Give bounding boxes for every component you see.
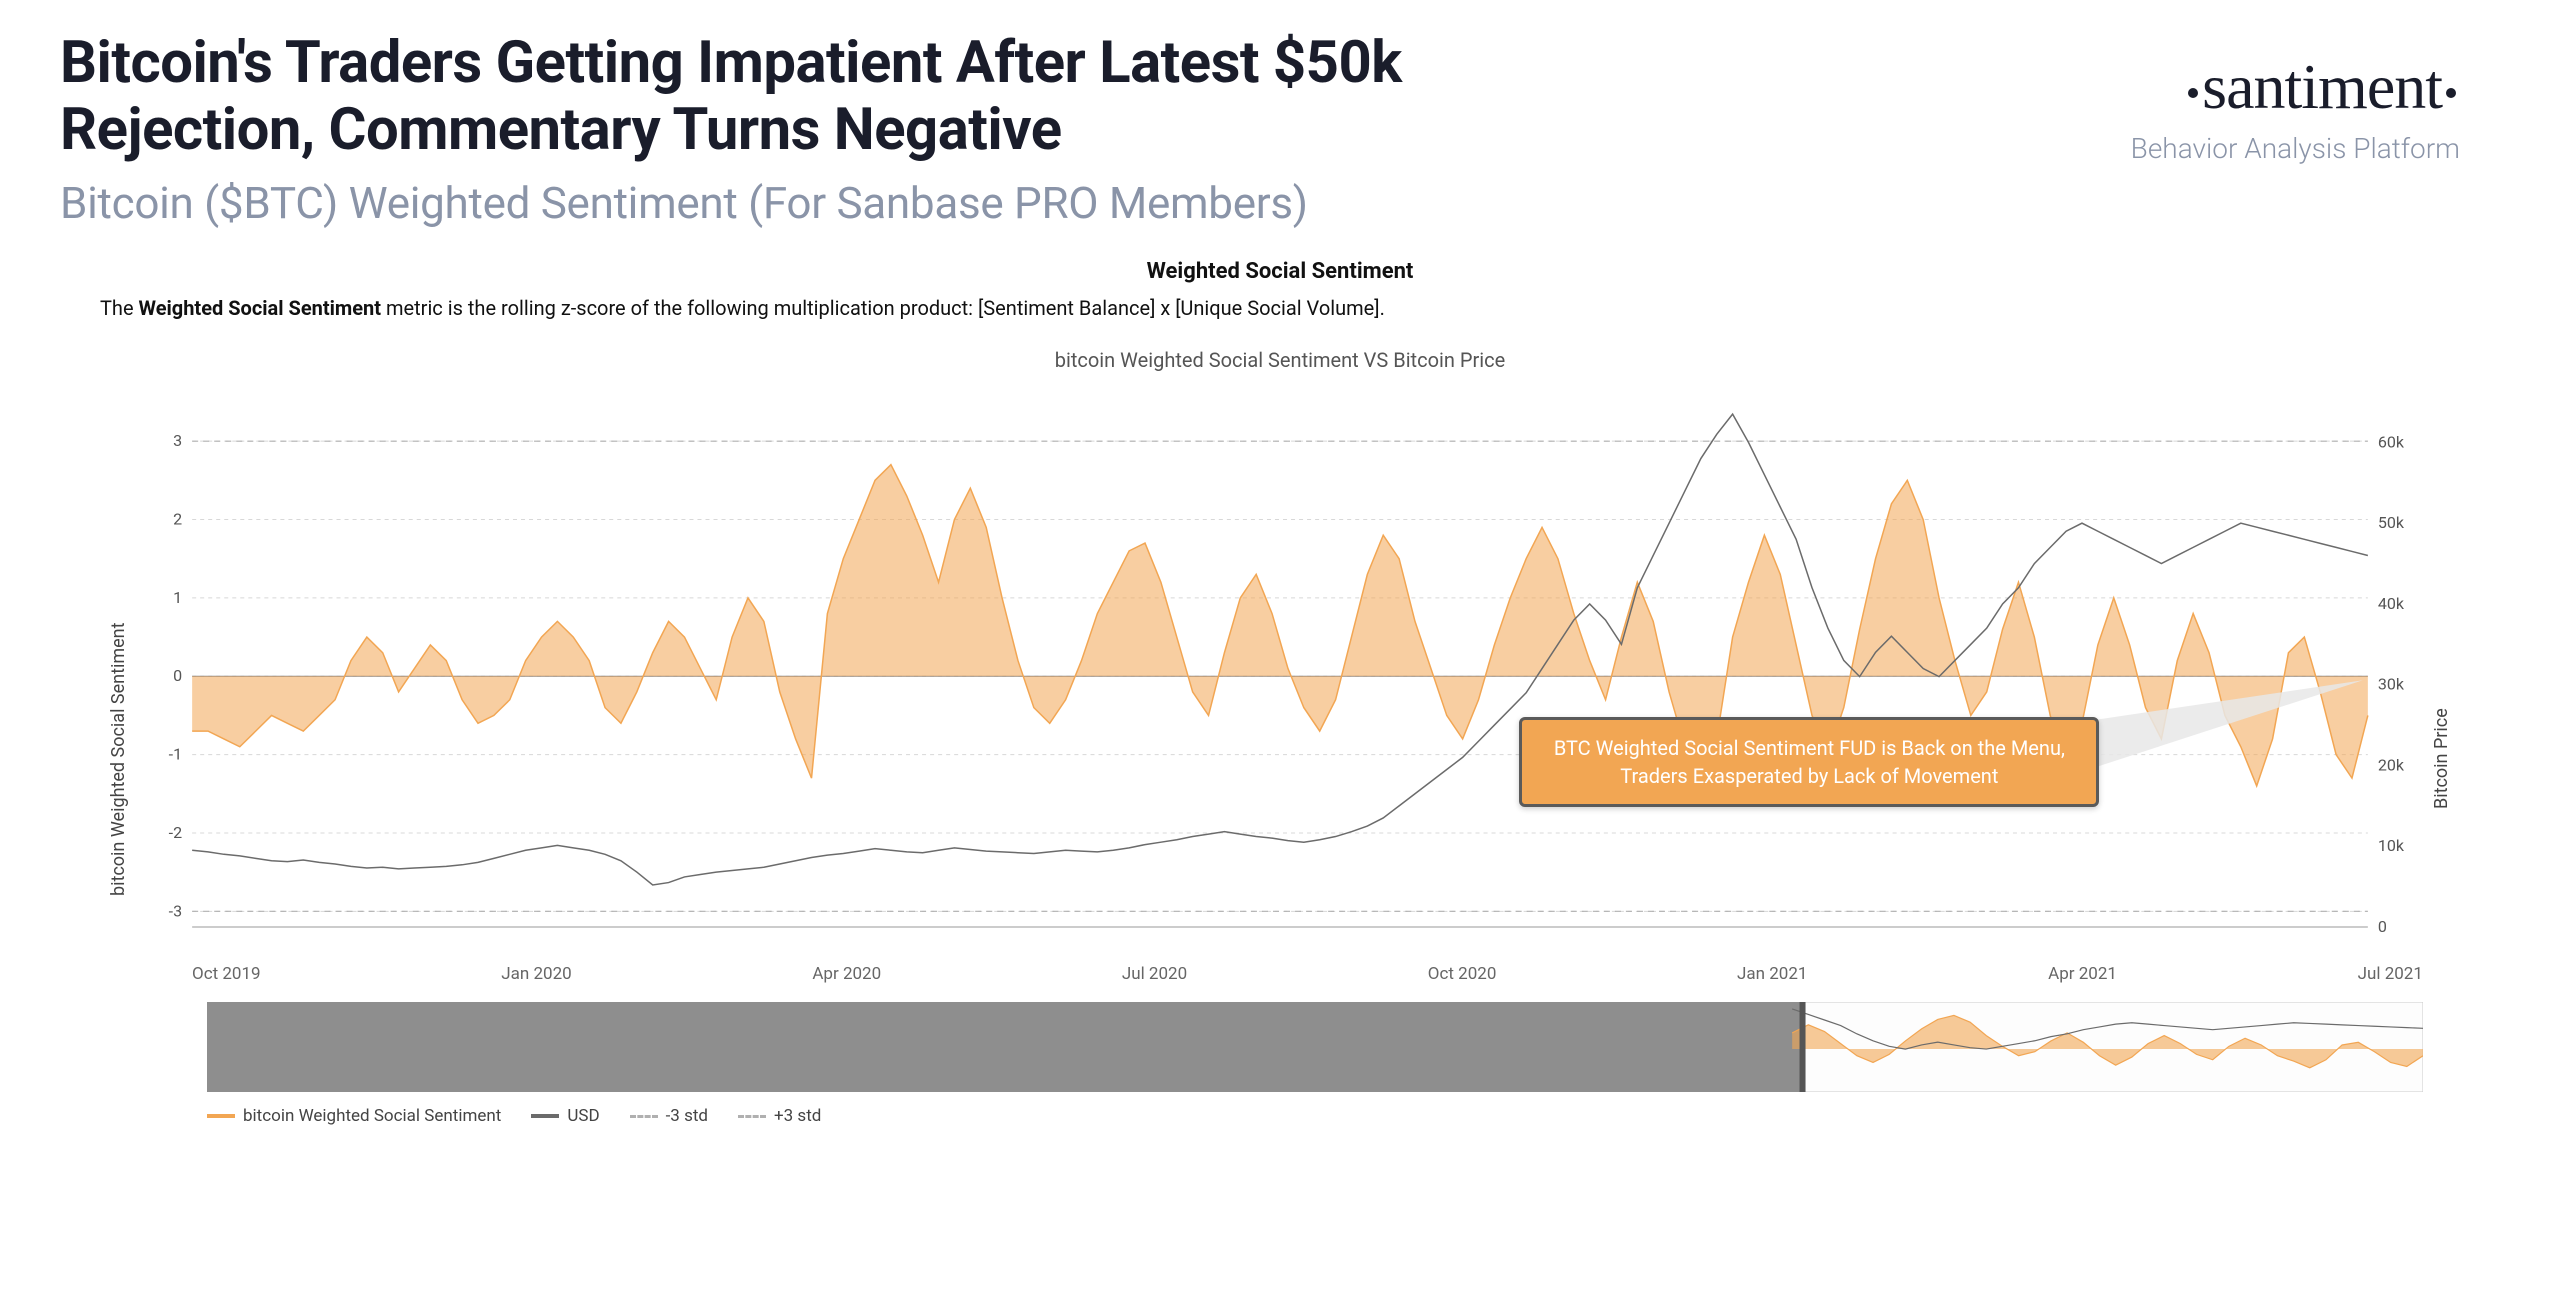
chart-wrapper: bitcoin Weighted Social Sentiment -3 -2 -1… [100, 392, 2460, 1126]
svg-text:-2: -2 [169, 823, 182, 842]
chart-legend: bitcoin Weighted Social Sentiment USD -3 s… [137, 1106, 2423, 1126]
svg-text:50k: 50k [2378, 514, 2405, 533]
x-axis-tick-label: Jul 2021 [2358, 964, 2423, 984]
svg-text:0: 0 [173, 667, 182, 686]
chart-subtitle: bitcoin Weighted Social Sentiment VS Bit… [100, 348, 2460, 372]
title-block: Bitcoin's Traders Getting Impatient Afte… [60, 30, 1660, 229]
dot-icon [2446, 88, 2456, 98]
legend-item: -3 std [630, 1106, 708, 1126]
svg-text:3: 3 [173, 432, 182, 451]
logo-name: santiment [2202, 51, 2442, 122]
svg-text:1: 1 [173, 588, 182, 607]
legend-label: +3 std [774, 1106, 821, 1126]
x-axis-tick-label: Oct 2020 [1428, 964, 1497, 984]
y-axis-right-label: Bitcoin Price [2423, 392, 2460, 1126]
x-axis-tick-label: Jan 2021 [1737, 964, 1807, 984]
x-axis-tick-label: Jan 2020 [501, 964, 571, 984]
brand-logo: santiment Behavior Analysis Platform [2131, 30, 2500, 165]
chart-section: Weighted Social Sentiment The Weighted S… [0, 239, 2560, 1126]
page-title: Bitcoin's Traders Getting Impatient Afte… [60, 30, 1660, 163]
legend-label: bitcoin Weighted Social Sentiment [243, 1106, 501, 1126]
x-axis-tick-label: Jul 2020 [1122, 964, 1187, 984]
svg-text:-1: -1 [169, 745, 182, 764]
x-axis-tick-label: Apr 2020 [812, 964, 881, 984]
chart-description: The Weighted Social Sentiment metric is … [100, 296, 2460, 320]
svg-text:10k: 10k [2378, 837, 2405, 856]
page-subtitle: Bitcoin ($BTC) Weighted Sentiment (For S… [60, 177, 1660, 229]
svg-text:2: 2 [173, 510, 182, 529]
svg-text:60k: 60k [2378, 433, 2405, 452]
legend-swatch [630, 1115, 658, 1118]
legend-swatch [531, 1114, 559, 1118]
svg-text:-3: -3 [169, 902, 182, 921]
dot-icon [2188, 88, 2198, 98]
x-axis-labels: Oct 2019 Jan 2020 Apr 2020 Jul 2020 Oct 2020… [137, 956, 2423, 984]
header: Bitcoin's Traders Getting Impatient Afte… [0, 0, 2560, 239]
logo-text: santiment [2131, 50, 2460, 124]
svg-text:30k: 30k [2378, 675, 2405, 694]
y-axis-left-label: bitcoin Weighted Social Sentiment [100, 392, 137, 1126]
brush-chart[interactable] [207, 1002, 2423, 1096]
chart-annotation: BTC Weighted Social Sentiment FUD is Bac… [1519, 717, 2099, 807]
logo-tagline: Behavior Analysis Platform [2131, 132, 2460, 165]
svg-text:0: 0 [2378, 917, 2387, 936]
legend-label: -3 std [666, 1106, 708, 1126]
legend-item: bitcoin Weighted Social Sentiment [207, 1106, 501, 1126]
svg-text:40k: 40k [2378, 594, 2405, 613]
legend-label: USD [567, 1106, 599, 1126]
chart-section-title: Weighted Social Sentiment [100, 259, 2460, 284]
x-axis-tick-label: Oct 2019 [192, 964, 261, 984]
legend-swatch [207, 1114, 235, 1118]
x-axis-tick-label: Apr 2021 [2048, 964, 2117, 984]
legend-item: +3 std [738, 1106, 821, 1126]
chart-svg[interactable]: -3 -2 -1 0 1 2 3 0 10k 20k 30k 40k 50k 60k [137, 392, 2423, 952]
legend-item: USD [531, 1106, 599, 1126]
brush-svg[interactable] [207, 1002, 2423, 1092]
legend-swatch [738, 1115, 766, 1118]
svg-text:20k: 20k [2378, 756, 2405, 775]
